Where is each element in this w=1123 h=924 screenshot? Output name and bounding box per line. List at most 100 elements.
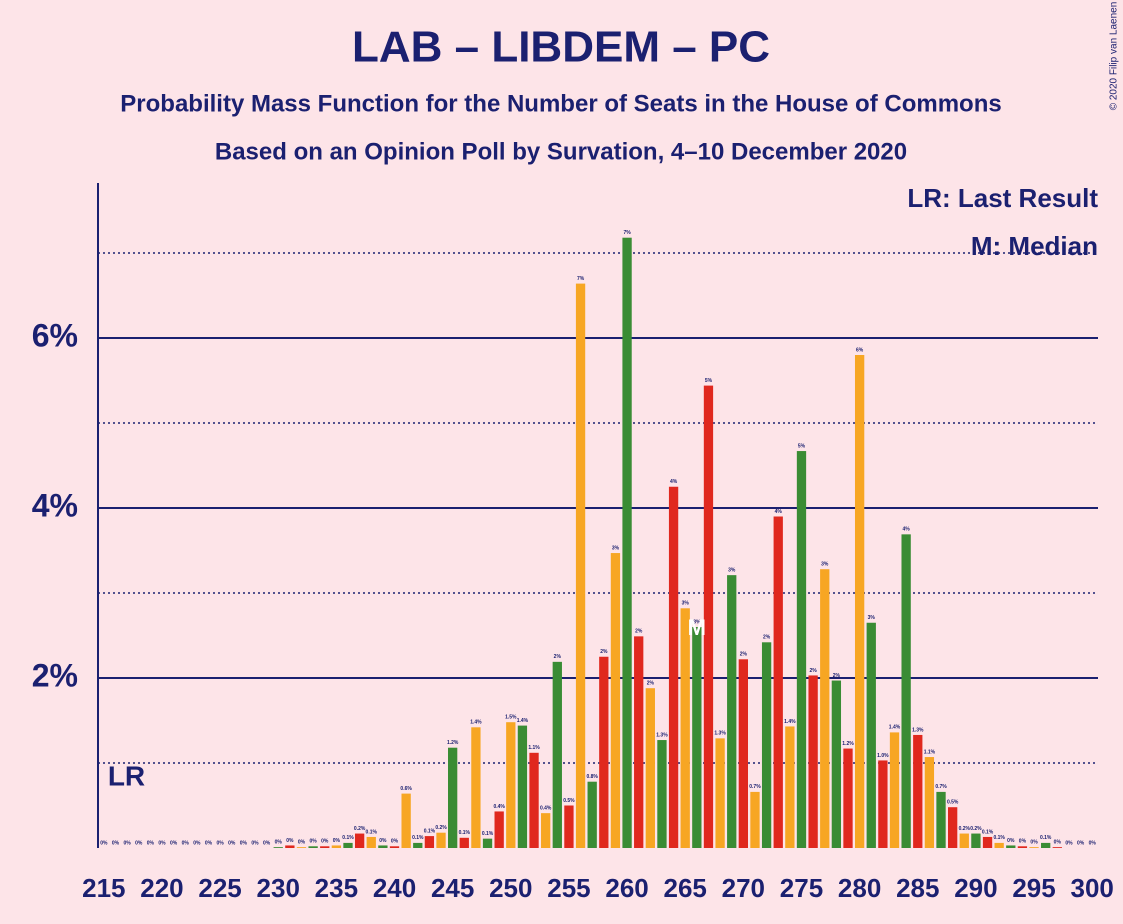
x-tick-label: 225 (198, 873, 241, 903)
value-label: 0% (251, 840, 259, 846)
x-tick-label: 260 (605, 873, 648, 903)
value-label: 0% (135, 840, 143, 846)
value-label: 1.1% (528, 745, 540, 751)
bar (424, 836, 435, 848)
bar (948, 807, 958, 848)
value-label: 1.3% (714, 731, 726, 737)
value-label: 0% (286, 838, 294, 844)
value-label: 3% (693, 619, 701, 625)
value-label: 0% (263, 840, 271, 846)
value-label: 3% (868, 615, 876, 621)
value-label: 0% (1089, 840, 1097, 846)
copyright: © 2020 Filip van Laenen (1109, 2, 1120, 111)
bar (587, 781, 597, 848)
value-label: 0.2% (959, 826, 971, 832)
value-label: 0% (205, 840, 213, 846)
x-tick-label: 285 (896, 873, 939, 903)
value-label: 2% (809, 668, 817, 674)
value-label: 0% (1077, 840, 1085, 846)
value-label: 1.3% (656, 732, 668, 738)
value-label: 1.0% (877, 753, 889, 759)
last-result-label: LR (108, 760, 145, 791)
bar (343, 842, 353, 848)
value-label: 0.1% (1040, 835, 1052, 841)
bar (866, 622, 876, 848)
y-tick-label: 4% (32, 487, 78, 523)
value-label: 0% (158, 840, 166, 846)
value-label: 1.4% (889, 725, 901, 731)
bar (808, 675, 818, 848)
value-label: 0% (309, 839, 317, 845)
x-tick-label: 240 (373, 873, 416, 903)
value-label: 2% (554, 654, 562, 660)
bar (831, 680, 842, 848)
value-label: 4% (670, 479, 678, 485)
x-tick-label: 230 (257, 873, 300, 903)
bar (994, 842, 1004, 848)
value-label: 1.4% (784, 719, 796, 725)
x-tick-label: 265 (664, 873, 707, 903)
bar (436, 832, 446, 848)
bar (645, 688, 655, 848)
value-label: 3% (728, 567, 736, 573)
bar (285, 845, 295, 848)
value-label: 7% (577, 276, 585, 282)
x-tick-label: 250 (489, 873, 532, 903)
bar (296, 847, 307, 848)
value-label: 0% (182, 840, 190, 846)
bar (564, 805, 574, 848)
value-label: 1.2% (447, 740, 459, 746)
value-label: 0.2% (435, 825, 447, 831)
value-label: 0% (147, 840, 155, 846)
bar (354, 833, 365, 848)
bar (727, 575, 737, 848)
value-label: 0% (379, 838, 387, 844)
x-tick-label: 280 (838, 873, 881, 903)
bar (273, 847, 283, 848)
bar (448, 747, 458, 848)
value-label: 0.5% (563, 798, 575, 804)
legend-entry: M: Median (971, 231, 1098, 261)
bar (1017, 846, 1028, 848)
value-label: 0% (112, 840, 120, 846)
bar (599, 656, 609, 848)
value-label: 3% (821, 562, 829, 568)
value-label: 0.7% (935, 784, 947, 790)
x-tick-label: 275 (780, 873, 823, 903)
bar (959, 833, 969, 848)
bar (471, 727, 481, 848)
value-label: 0% (333, 838, 341, 844)
value-label: 0.4% (540, 805, 552, 811)
bar (901, 534, 911, 848)
bar (692, 627, 702, 848)
value-label: 0.4% (493, 804, 505, 810)
value-label: 0.1% (342, 835, 354, 841)
bar (668, 486, 679, 848)
bar (552, 661, 562, 848)
value-label: 2% (635, 629, 643, 635)
value-label: 0% (123, 840, 131, 846)
value-label: 0.2% (354, 826, 366, 832)
chart-subtitle: Probability Mass Function for the Number… (120, 90, 1001, 117)
x-tick-label: 255 (547, 873, 590, 903)
bar (936, 791, 946, 848)
bar (482, 838, 493, 848)
value-label: 0% (275, 839, 283, 845)
value-label: 0.8% (586, 774, 598, 780)
value-label: 1.4% (470, 720, 482, 726)
bar (1041, 842, 1051, 848)
bar (773, 516, 783, 848)
bar (761, 642, 772, 848)
value-label: 0% (321, 839, 329, 845)
x-tick-label: 235 (315, 873, 358, 903)
bar (820, 569, 830, 848)
bar (982, 836, 993, 848)
value-label: 0% (298, 839, 306, 845)
bar (622, 237, 632, 848)
chart-subtitle: Based on an Opinion Poll by Survation, 4… (215, 138, 907, 165)
bar (680, 608, 690, 848)
value-label: 0% (1007, 838, 1015, 844)
bar (796, 451, 807, 848)
value-label: 5% (798, 443, 806, 449)
